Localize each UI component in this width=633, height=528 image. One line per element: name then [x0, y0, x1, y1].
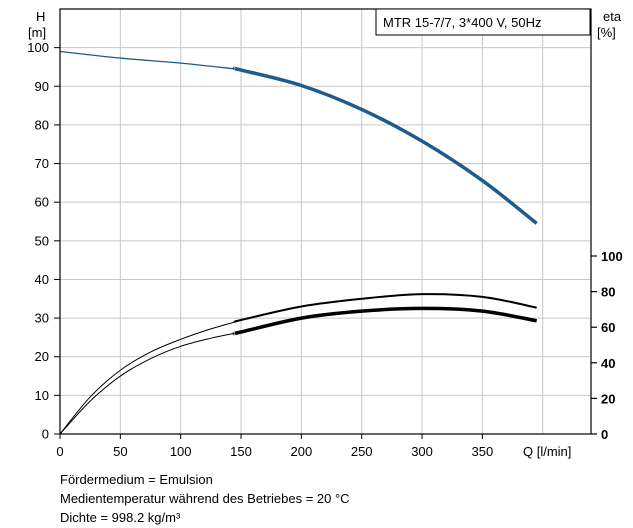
- y-right-label-2: [%]: [597, 25, 616, 40]
- y-right-label-1: eta: [603, 9, 622, 24]
- y-left-tick-label-100: 100: [27, 40, 49, 55]
- y-left-tick-label-20: 20: [35, 349, 49, 364]
- performance-curves: [59, 50, 538, 435]
- y-left-tick-label-10: 10: [35, 388, 49, 403]
- plot-frame: [59, 8, 592, 435]
- x-tick-label-250: 250: [351, 444, 373, 459]
- y-right-tick-label-80: 80: [601, 285, 615, 300]
- y-left-tick-label-40: 40: [35, 272, 49, 287]
- y-right-tick-label-0: 0: [601, 427, 608, 442]
- x-tick-label-0: 0: [56, 444, 63, 459]
- medium-notes: Fördermedium = Emulsion Medientemperatur…: [60, 470, 350, 527]
- x-tick-label-350: 350: [472, 444, 494, 459]
- y-left-tick-label-50: 50: [35, 233, 49, 248]
- y-right-tick-label-40: 40: [601, 356, 615, 371]
- y-left-tick-label-30: 30: [35, 311, 49, 326]
- y-left-tick-label-60: 60: [35, 195, 49, 210]
- curve-2-low-flow: [59, 321, 236, 435]
- y-right-tick-label-100: 100: [601, 249, 623, 264]
- x-tick-label-150: 150: [230, 444, 252, 459]
- note-medium: Fördermedium = Emulsion: [60, 472, 213, 487]
- x-tick-label-50: 50: [113, 444, 127, 459]
- axes: 0 50 100 150 200 250 300 3500102030405060708090…: [27, 40, 622, 459]
- curve-3-low-flow: [59, 332, 236, 435]
- curve-1-operating: [232, 66, 538, 225]
- y-left-tick-label-80: 80: [35, 117, 49, 132]
- title-box: [375, 8, 591, 36]
- curve-2-operating: [233, 293, 537, 323]
- note-temperature: Medientemperatur während des Betriebes =…: [60, 491, 350, 506]
- y-left-tick-label-70: 70: [35, 156, 49, 171]
- y-left-tick-label-0: 0: [42, 427, 49, 442]
- y-left-label-1: H: [36, 9, 45, 24]
- y-left-tick-label-90: 90: [35, 79, 49, 94]
- y-left-label-2: [m]: [28, 25, 46, 40]
- curve-3-operating: [232, 306, 537, 336]
- grid-lines: [60, 9, 591, 434]
- x-axis-label: Q [l/min]: [523, 444, 571, 459]
- x-tick-label-100: 100: [170, 444, 192, 459]
- note-density: Dichte = 998.2 kg/m³: [60, 510, 181, 525]
- x-tick-label-300: 300: [411, 444, 433, 459]
- curve-1-low-flow: [59, 50, 236, 70]
- y-right-tick-label-60: 60: [601, 320, 615, 335]
- y-right-tick-label-20: 20: [601, 391, 615, 406]
- x-tick-label-200: 200: [291, 444, 313, 459]
- chart-title: MTR 15-7/7, 3*400 V, 50Hz: [383, 15, 542, 30]
